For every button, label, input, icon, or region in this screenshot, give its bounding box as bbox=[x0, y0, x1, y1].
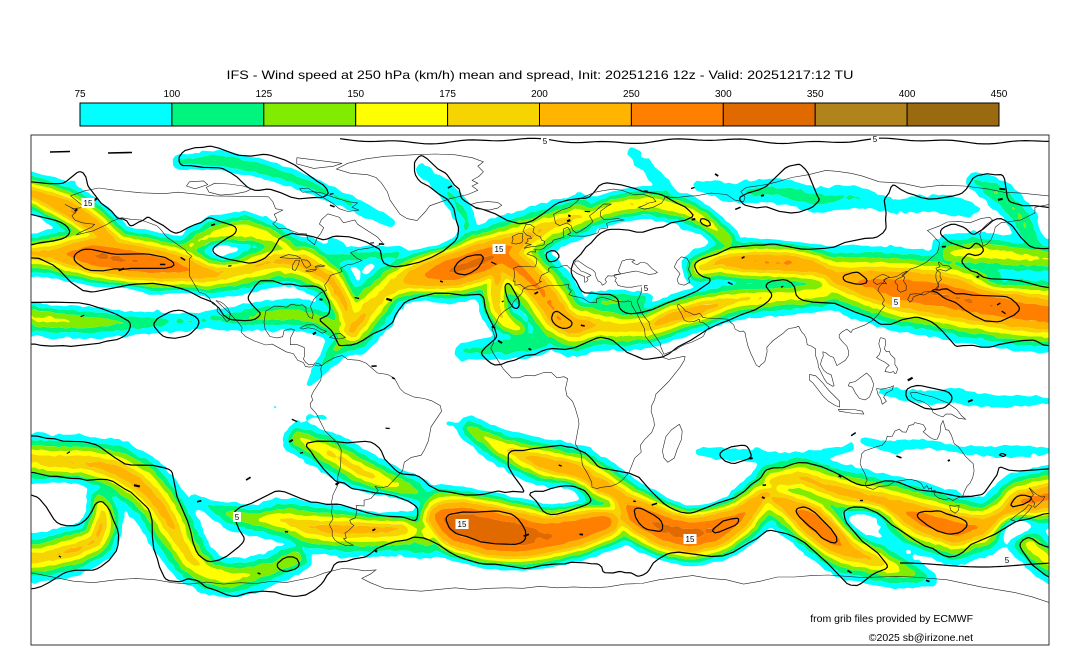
svg-text:150: 150 bbox=[347, 89, 364, 100]
svg-text:450: 450 bbox=[991, 89, 1008, 100]
svg-text:5: 5 bbox=[235, 513, 240, 522]
svg-text:400: 400 bbox=[899, 89, 916, 100]
svg-text:5: 5 bbox=[894, 298, 899, 307]
svg-text:©2025 sb@irizone.net: ©2025 sb@irizone.net bbox=[869, 632, 973, 644]
svg-text:5: 5 bbox=[543, 137, 548, 146]
svg-text:from grib files provided by EC: from grib files provided by ECMWF bbox=[810, 613, 973, 625]
svg-text:175: 175 bbox=[439, 89, 456, 100]
svg-text:200: 200 bbox=[531, 89, 548, 100]
svg-text:100: 100 bbox=[164, 89, 181, 100]
svg-text:5: 5 bbox=[873, 135, 878, 144]
svg-text:15: 15 bbox=[84, 199, 93, 208]
svg-text:15: 15 bbox=[686, 535, 695, 544]
svg-text:IFS - Wind speed at 250 hPa (k: IFS - Wind speed at 250 hPa (km/h) mean … bbox=[227, 68, 854, 82]
svg-text:5: 5 bbox=[644, 284, 649, 293]
svg-text:350: 350 bbox=[807, 89, 824, 100]
svg-text:15: 15 bbox=[495, 245, 504, 254]
svg-text:300: 300 bbox=[715, 89, 732, 100]
svg-text:5: 5 bbox=[1005, 556, 1010, 565]
svg-text:250: 250 bbox=[623, 89, 640, 100]
svg-text:125: 125 bbox=[255, 89, 272, 100]
svg-text:75: 75 bbox=[74, 89, 86, 100]
svg-text:15: 15 bbox=[458, 520, 467, 529]
